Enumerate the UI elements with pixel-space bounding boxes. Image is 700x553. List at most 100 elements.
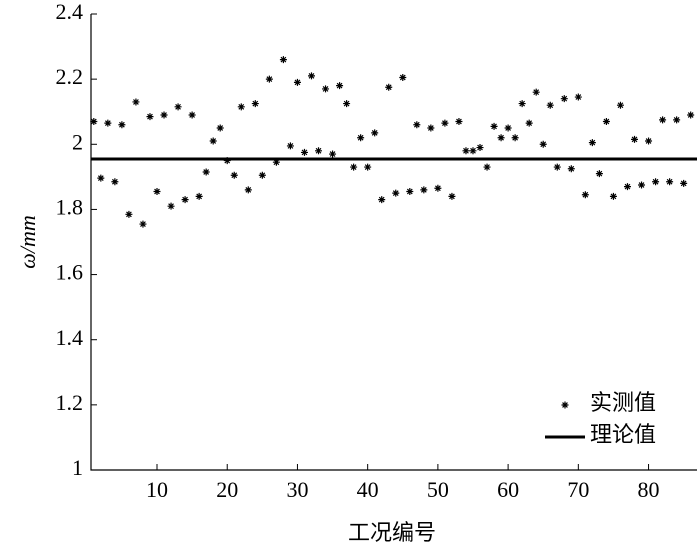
data-point (216, 124, 224, 132)
data-point (623, 183, 631, 191)
data-point (378, 196, 386, 204)
y-axis-label: ω/mm (15, 215, 40, 268)
data-point (399, 74, 407, 82)
y-tick-label: 2 (72, 129, 83, 154)
data-point (118, 121, 126, 129)
y-tick-label: 1.2 (56, 390, 84, 415)
data-point (279, 56, 287, 64)
data-point (476, 144, 484, 152)
data-point (167, 202, 175, 210)
y-tick-label: 2.4 (56, 0, 84, 24)
data-point (272, 158, 280, 166)
data-point (638, 181, 646, 189)
data-point (616, 101, 624, 109)
data-point (125, 210, 133, 218)
data-point (687, 111, 695, 119)
data-point (111, 178, 119, 186)
data-point (329, 150, 337, 158)
data-point (455, 117, 463, 125)
data-point (546, 101, 554, 109)
data-point (497, 134, 505, 142)
x-tick-label: 20 (216, 477, 238, 502)
y-tick-label: 1.8 (56, 194, 84, 219)
y-tick-label: 1.4 (56, 325, 84, 350)
data-point (336, 82, 344, 90)
x-tick-label: 10 (146, 477, 168, 502)
x-tick-label: 70 (567, 477, 589, 502)
x-tick-label: 40 (357, 477, 379, 502)
data-point (139, 220, 147, 228)
data-point (265, 75, 273, 83)
data-point (343, 100, 351, 108)
data-point (609, 192, 617, 200)
x-tick-label: 50 (427, 477, 449, 502)
data-point (286, 142, 294, 150)
data-point (595, 170, 603, 178)
data-point (230, 171, 238, 179)
data-point (350, 163, 358, 171)
data-point (406, 188, 414, 196)
data-point (659, 116, 667, 124)
data-point (153, 188, 161, 196)
data-point (574, 93, 582, 101)
data-point (490, 122, 498, 130)
data-point (392, 189, 400, 197)
data-point (188, 111, 196, 119)
data-point (581, 191, 589, 199)
data-point (560, 95, 568, 103)
x-tick-label: 60 (497, 477, 519, 502)
data-point (174, 103, 182, 111)
data-point (525, 119, 533, 127)
data-point (673, 116, 681, 124)
data-point (532, 88, 540, 96)
data-point (539, 140, 547, 148)
data-point (307, 72, 315, 80)
data-point (258, 171, 266, 179)
x-tick-label: 30 (286, 477, 308, 502)
legend-marker (561, 401, 569, 409)
data-point (181, 196, 189, 204)
data-point (588, 139, 596, 147)
data-point (602, 117, 610, 125)
data-point (434, 184, 442, 192)
data-point (146, 113, 154, 121)
data-point (160, 111, 168, 119)
data-point (104, 119, 112, 127)
data-point (631, 135, 639, 143)
data-point (483, 163, 491, 171)
data-point (645, 137, 653, 145)
y-tick-label: 1.6 (56, 260, 84, 285)
data-point (567, 165, 575, 173)
data-point (202, 168, 210, 176)
data-point (300, 148, 308, 156)
data-point (385, 83, 393, 91)
data-point (371, 129, 379, 137)
data-point (195, 192, 203, 200)
legend-label: 实测值 (590, 390, 656, 415)
data-point (518, 100, 526, 108)
data-point (652, 178, 660, 186)
data-point (132, 98, 140, 106)
data-point (420, 186, 428, 194)
data-point (511, 134, 519, 142)
y-tick-label: 1 (72, 455, 83, 480)
data-point (441, 119, 449, 127)
data-point (90, 117, 98, 125)
data-point (448, 192, 456, 200)
data-point (97, 174, 105, 182)
data-point (251, 100, 259, 108)
data-point (504, 124, 512, 132)
data-point (666, 178, 674, 186)
data-point (357, 134, 365, 142)
data-point (237, 103, 245, 111)
y-tick-label: 2.2 (56, 64, 84, 89)
data-point (680, 179, 688, 187)
data-point (413, 121, 421, 129)
data-point (462, 147, 470, 155)
data-point (315, 147, 323, 155)
data-point (244, 186, 252, 194)
data-point (427, 124, 435, 132)
data-point (553, 163, 561, 171)
data-point (209, 137, 217, 145)
